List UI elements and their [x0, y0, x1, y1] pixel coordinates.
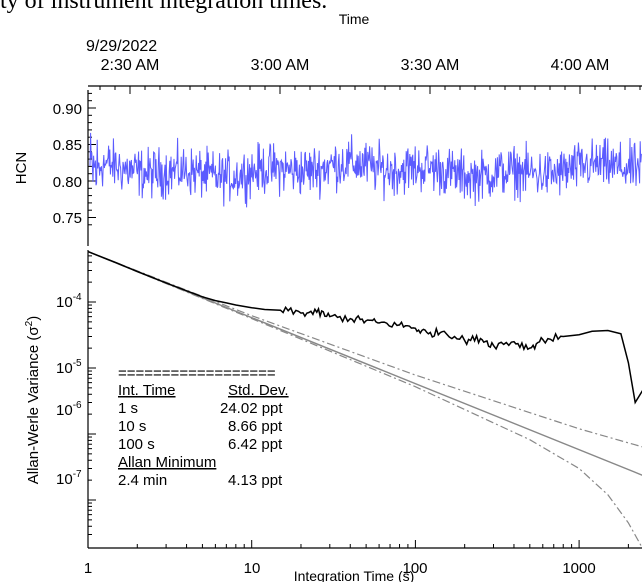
table-min-std-dev: 4.13 ppt: [228, 472, 283, 489]
allan-y-tick-label: 10-5: [56, 358, 82, 377]
hcn-tick-label: 0.85: [53, 137, 82, 154]
allan-y-tick-labels: 10-4 10-5 10-6 10-7: [56, 292, 82, 488]
allan-variance-series-line: [87, 250, 642, 405]
table-rule: ==================: [118, 365, 276, 382]
table-row-int-time: 10 s: [118, 418, 146, 435]
allan-variance-panel: 10-4 10-5 10-6 10-7 Allan-Werle Variance…: [24, 250, 642, 582]
allan-stats-table: ================== Int. Time Std. Dev. 1…: [118, 365, 289, 489]
allan-x-tick-label: 10: [244, 560, 261, 577]
table-row-int-time: 1 s: [118, 400, 138, 417]
figure-caption-fragment: ty of instrument integration times.: [0, 0, 328, 14]
hcn-tick-label: 0.90: [53, 101, 82, 118]
table-row-std-dev: 24.02 ppt: [220, 400, 283, 417]
hcn-time-series-panel: Time 9/29/2022 2:30 AM 3:00 AM 3:30 AM 4…: [13, 11, 642, 246]
hcn-tick-label: 0.75: [53, 210, 82, 227]
hcn-y-ticks: 0.90 0.85 0.80 0.75: [53, 92, 96, 227]
time-tick-label: 3:00 AM: [251, 57, 310, 74]
upper-dash-dot-reference-line: [87, 251, 642, 448]
table-row-std-dev: 8.66 ppt: [228, 418, 283, 435]
table-row-std-dev: 6.42 ppt: [228, 436, 283, 453]
allan-x-tick-labels: 1 10 100 1000: [84, 560, 596, 577]
lower-dash-dot-reference-line: [87, 251, 642, 547]
top-axis-title: Time: [339, 11, 370, 27]
allan-minor-ticks: [87, 255, 629, 548]
hcn-series-line: [89, 132, 642, 208]
table-header-int-time: Int. Time: [118, 382, 176, 399]
table-allan-minimum-header: Allan Minimum: [118, 454, 216, 471]
table-min-int-time: 2.4 min: [118, 472, 167, 489]
allan-x-tick-label: 1: [84, 560, 92, 577]
allan-x-tick-label: 100: [402, 560, 427, 577]
table-header-std-dev: Std. Dev.: [228, 382, 289, 399]
time-tick-label: 4:00 AM: [551, 57, 610, 74]
allan-x-axis-label: Integration Time (s): [294, 568, 415, 582]
allan-x-tick-label: 1000: [562, 560, 595, 577]
hcn-axis-label: HCN: [13, 152, 30, 185]
allan-y-tick-label: 10-6: [56, 400, 82, 419]
date-label: 9/29/2022: [86, 38, 157, 55]
time-tick-label: 2:30 AM: [101, 57, 160, 74]
allan-y-tick-label: 10-4: [56, 292, 82, 311]
time-axis-ticks: [99, 86, 641, 94]
allan-y-axis-label: Allan-Werle Variance (σ2): [24, 316, 42, 485]
time-tick-labels: 2:30 AM 3:00 AM 3:30 AM 4:00 AM: [101, 57, 610, 74]
time-tick-label: 3:30 AM: [401, 57, 460, 74]
hcn-tick-label: 0.80: [53, 174, 82, 191]
allan-y-tick-label: 10-7: [56, 469, 82, 488]
table-row-int-time: 100 s: [118, 436, 155, 453]
